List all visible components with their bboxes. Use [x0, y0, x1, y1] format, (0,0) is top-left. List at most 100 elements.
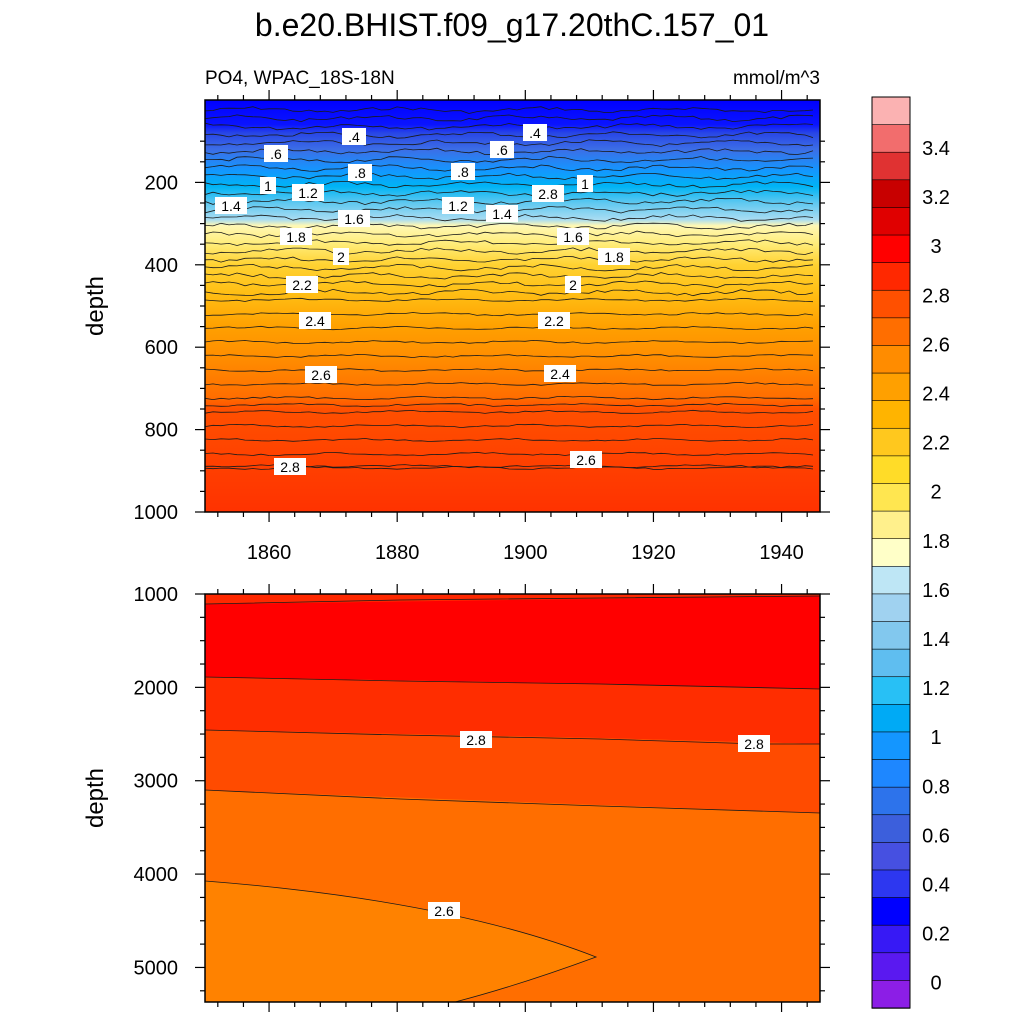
- contour-label-box: [532, 185, 564, 202]
- colorbar-swatch: [871, 151, 911, 181]
- contour-label-box: [490, 141, 514, 158]
- colorbar-swatch: [871, 648, 911, 678]
- colorbar-swatch: [871, 842, 911, 871]
- lower-contour-line: [205, 729, 820, 745]
- contour-label-box: [442, 197, 474, 214]
- chart-title: b.e20.BHIST.f09_g17.20thC.157_01: [255, 7, 769, 43]
- upper-depth-panel: .4 .6 .8 1 1.2 1.4 1.6 1.8 2 2.2 2.4 2.6 2.8 .4 .6 .8 1 1…: [82, 90, 830, 564]
- upper-contour-line: [205, 122, 814, 131]
- colorbar-label: 2.8: [922, 285, 950, 307]
- colorbar-swatch: [871, 427, 911, 457]
- colorbar-swatch: [871, 262, 911, 291]
- contour-label: .4: [348, 129, 360, 145]
- lower-contour-line: [205, 789, 820, 814]
- colorbar-swatch: [871, 124, 911, 153]
- band-fill: [205, 881, 596, 1002]
- contour-label: .6: [496, 142, 508, 158]
- contour-label: 1.6: [344, 211, 364, 227]
- contour-label: 1.2: [448, 198, 468, 214]
- contour-label: .8: [457, 164, 469, 180]
- contour-label: 2.6: [434, 903, 454, 919]
- contour-label-box: [460, 731, 492, 748]
- lower-panel-frame: [204, 593, 821, 1003]
- colorbar-label: 1.2: [922, 678, 950, 700]
- lower-depth-panel: 2.8 2.8 2.6 depth 1000 2000 3000 4000 5000: [82, 584, 830, 1012]
- colorbar-swatch: [871, 897, 911, 926]
- colorbar-label: 0.4: [922, 875, 950, 897]
- contour-label: 1.8: [286, 229, 306, 245]
- contour-label: .6: [270, 146, 282, 162]
- colorbar-swatch: [871, 676, 911, 706]
- contour-label: 2.6: [311, 367, 331, 383]
- colorbar-swatch: [871, 96, 911, 126]
- colorbar-swatch: [871, 234, 911, 264]
- colorbar-swatch: [871, 179, 911, 209]
- band-fill: [205, 730, 820, 813]
- variable-region-label: PO4, WPAC_18S-18N: [205, 68, 395, 89]
- colorbar-label: 2: [930, 482, 941, 504]
- upper-contour-line: [205, 402, 814, 408]
- lower-contour-line: [205, 595, 820, 605]
- y-tick-label: 1000: [134, 502, 179, 524]
- y-tick-label: 200: [145, 172, 178, 194]
- contour-label-box: [598, 248, 630, 265]
- colorbar-swatch: [871, 980, 911, 1009]
- contour-label: 2.8: [538, 186, 558, 202]
- colorbar-frame: [871, 96, 911, 1009]
- colorbar-swatch: [871, 565, 911, 595]
- upper-contour-line: [205, 114, 814, 123]
- colorbar-swatch: [871, 510, 911, 540]
- y-tick-label: 2000: [134, 677, 179, 699]
- upper-contour-line: [205, 339, 814, 345]
- y-tick-label: 4000: [134, 864, 179, 886]
- x-tick-label: 1900: [503, 542, 548, 564]
- upper-contour-line: [205, 263, 814, 272]
- colorbar-swatch: [871, 372, 911, 402]
- upper-contour-line: [205, 106, 814, 114]
- contour-label: 2.2: [544, 313, 564, 329]
- colorbar-label: 2.2: [922, 433, 950, 455]
- colorbar-swatch: [871, 289, 911, 319]
- x-tick-label: 1920: [631, 542, 676, 564]
- band-fill: [205, 677, 820, 744]
- colorbar-label: 1.8: [922, 531, 950, 553]
- colorbar-label: 0.8: [922, 776, 950, 798]
- upper-contour-line: [205, 155, 814, 164]
- contour-label: 2: [569, 277, 577, 293]
- contour-label-box: [451, 163, 475, 180]
- upper-contour-line: [205, 247, 814, 255]
- contour-label: 1.2: [298, 185, 318, 201]
- colorbar-label: 0.2: [922, 924, 950, 946]
- contour-label-box: [565, 276, 581, 293]
- x-tick-label: 1940: [759, 542, 804, 564]
- colorbar-swatch: [871, 704, 911, 733]
- lower-contour-line: [205, 880, 598, 1002]
- colorbar-swatch: [871, 731, 911, 761]
- contour-label: 1.8: [604, 249, 624, 265]
- contour-label: 1.6: [563, 229, 583, 245]
- contour-label-box: [538, 312, 570, 329]
- colorbar-swatch: [871, 814, 911, 844]
- upper-contour-line: [205, 466, 814, 470]
- upper-contour-line: [205, 197, 814, 206]
- contour-label: 2: [337, 249, 345, 265]
- contour-label-box: [305, 366, 337, 383]
- colorbar-swatch: [871, 786, 911, 816]
- contour-label: 1: [264, 178, 272, 194]
- contour-label-box: [264, 145, 288, 162]
- colorbar-label: 1.6: [922, 580, 950, 602]
- upper-contour-line: [205, 395, 814, 401]
- colorbar-swatch: [871, 400, 911, 429]
- y-tick-label: 1000: [134, 584, 179, 606]
- contour-label-box: [570, 451, 602, 468]
- y-tick-label: 5000: [134, 957, 179, 979]
- contour-label: 2.4: [305, 313, 325, 329]
- upper-contour-line: [205, 437, 814, 442]
- upper-contour-line: [205, 255, 814, 263]
- contour-label-box: [292, 184, 324, 201]
- colorbar-swatch: [871, 455, 911, 485]
- colorbar-label: 1.4: [922, 629, 950, 651]
- upper-contour-line: [205, 172, 814, 181]
- contour-label: 2.8: [744, 736, 764, 752]
